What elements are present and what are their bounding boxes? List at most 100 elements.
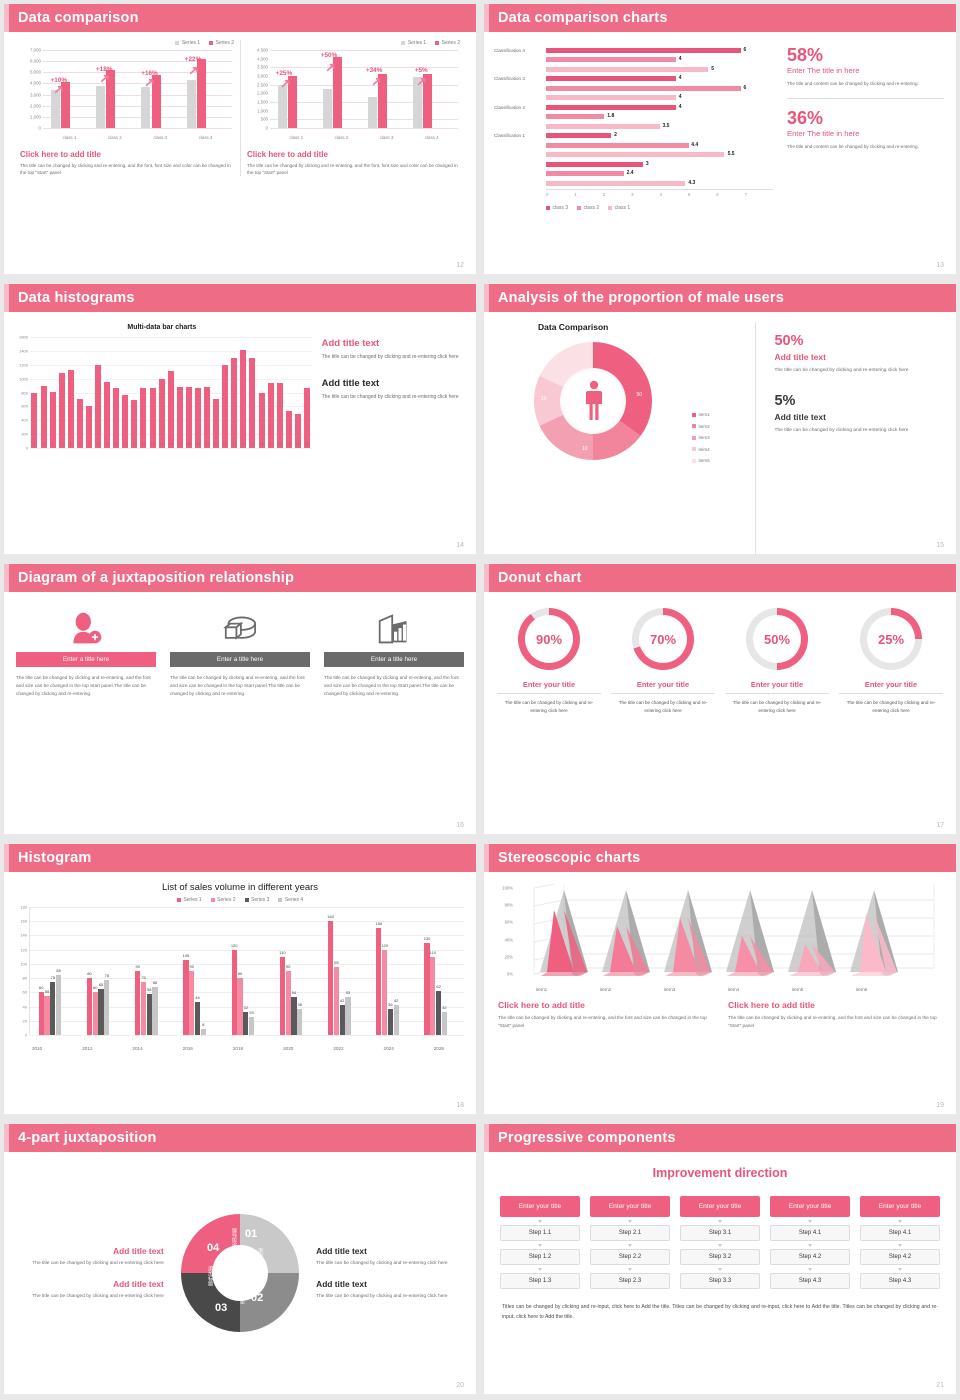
bar-value: 36	[297, 1002, 302, 1008]
caption-2: Click here to add title The title can be…	[728, 1000, 942, 1031]
bar-row: 5	[494, 65, 773, 74]
bar-value: 62	[436, 983, 441, 989]
histogram-bar	[31, 392, 38, 448]
growth-arrow-icon	[326, 63, 335, 72]
ring-item-4: 25% Enter your title The title can be ch…	[834, 608, 948, 715]
block-title: Add title text	[316, 1245, 367, 1256]
segment-number: 02	[250, 1292, 264, 1304]
bar: 130	[424, 936, 430, 1035]
column-header[interactable]: Enter your title	[500, 1196, 580, 1217]
bar: 62	[436, 984, 442, 1035]
plot-area: 60 55 75 85 80 60 65 78 90 75 58 68 105 90 46 8 120 80 32 2…	[29, 907, 464, 1036]
ring-desc: The title can be changed by clicking and…	[618, 700, 708, 713]
divider	[787, 97, 944, 99]
x-tick: 2012	[82, 1046, 93, 1051]
pct-annotation: +10%	[50, 76, 68, 84]
histogram-bar	[276, 382, 283, 448]
bar: 25	[248, 1010, 255, 1035]
column-desc: The title can be changed by clicking and…	[324, 675, 459, 697]
column-header[interactable]: Enter your title	[770, 1196, 850, 1217]
x-tick: 12	[132, 442, 137, 446]
step-box[interactable]: Step 1.1	[500, 1225, 580, 1241]
user-add-icon	[16, 606, 156, 652]
bar-value: 46	[195, 995, 200, 1001]
step-box[interactable]: Step 3.1	[680, 1225, 760, 1241]
bar-value: 105	[182, 953, 190, 959]
bar: 32	[243, 1005, 249, 1035]
cone-chart: 100% 80% 60% 40% 20% 0%	[494, 884, 940, 996]
step-box[interactable]: Step 4.1	[770, 1225, 850, 1241]
x-tick: 27	[268, 442, 273, 446]
bar-value: 42	[393, 998, 399, 1004]
bar: 110	[430, 950, 436, 1035]
step-box[interactable]: Step 4.2	[860, 1249, 940, 1265]
step-column-5: Enter your title Step 4.1 Step 4.2 Step …	[860, 1196, 940, 1289]
histogram-bar	[140, 387, 147, 448]
bar-value: 85	[56, 967, 61, 973]
column-title-button[interactable]: Enter a title here	[170, 652, 310, 667]
bar-row: 1.8	[494, 113, 773, 122]
step-box[interactable]: Step 4.3	[770, 1273, 850, 1289]
gridline	[30, 978, 464, 980]
page-title: Stereoscopic charts	[498, 850, 641, 866]
slide-histogram: Histogram List of sales volume in differ…	[4, 844, 476, 1114]
chart-legend: item1 item2 item3 item4 item5	[692, 412, 710, 463]
chart-title: Multi-data bar charts	[127, 324, 197, 331]
column-header[interactable]: Enter your title	[680, 1196, 760, 1217]
stat-block: 36% Enter The title in here The title an…	[787, 109, 944, 151]
step-box[interactable]: Step 2.1	[590, 1225, 670, 1241]
page-title: Data comparison charts	[498, 10, 668, 26]
y-axis: 100% 80% 60% 40% 20% 0%	[502, 885, 513, 977]
bar-value: 110	[279, 949, 286, 955]
gridline	[30, 1035, 464, 1036]
step-box[interactable]: Step 4.1	[860, 1225, 940, 1241]
bar-row: 3.5	[494, 122, 773, 131]
ring-desc: The title can be changed by clicking and…	[846, 700, 936, 713]
progress-ring: 50%	[746, 608, 808, 670]
slice-label: 50	[636, 392, 642, 398]
growth-arrow-icon	[145, 79, 154, 87]
x-tick: 20	[205, 442, 210, 446]
step-box[interactable]: Step 4.3	[860, 1273, 940, 1289]
growth-arrow-icon	[372, 77, 381, 86]
stat-number: 50%	[774, 333, 804, 349]
slide-header: 4-part juxtaposition	[4, 1124, 476, 1152]
bar-row: 2.4	[494, 170, 773, 179]
step-column-3: Enter your title Step 3.1 Step 3.2 Step …	[680, 1196, 760, 1289]
donut-panel: Data Comparison 50 10 10 item1	[492, 322, 757, 554]
slide-header: Data comparison charts	[484, 4, 956, 32]
bar-row: Classification 4 6	[494, 46, 747, 53]
segment-number: 03	[214, 1302, 228, 1314]
bar: 160	[327, 914, 334, 1035]
step-box[interactable]: Step 2.3	[590, 1273, 670, 1289]
column-title-button[interactable]: Enter a title here	[16, 652, 156, 667]
slide-juxtaposition-diagram: Diagram of a juxtaposition relationship …	[4, 564, 476, 834]
step-box[interactable]: Step 1.3	[500, 1273, 580, 1289]
step-box[interactable]: Step 1.2	[500, 1249, 580, 1265]
ring-value: 25%	[877, 631, 905, 647]
bar-group: 105 90 46 8	[183, 907, 206, 1035]
bar-value: 58	[147, 986, 152, 992]
slide-header: Data comparison	[4, 4, 476, 32]
x-tick: class 4	[198, 135, 213, 140]
step-box[interactable]: Step 3.2	[680, 1249, 760, 1265]
bar: 80	[237, 971, 243, 1035]
column-title-button[interactable]: Enter a title here	[324, 652, 464, 667]
pct-annotation: +18%	[95, 65, 113, 73]
category-label: Classification 4	[494, 47, 525, 53]
progress-ring: 25%	[860, 608, 922, 670]
slide-header: Donut chart	[484, 564, 956, 592]
step-box[interactable]: Step 3.3	[680, 1273, 760, 1289]
bar-value: 80	[237, 971, 243, 977]
page-number: 21	[936, 1382, 944, 1389]
slide-data-histograms: Data histograms Multi-data bar charts 16…	[4, 284, 476, 554]
column-header[interactable]: Enter your title	[590, 1196, 670, 1217]
step-box[interactable]: Step 4.2	[770, 1249, 850, 1265]
histogram-bar	[258, 392, 265, 448]
caption-title: Click here to add title	[20, 150, 101, 159]
x-tick: 2018	[232, 1046, 244, 1051]
bar-group: 150 120 36 42	[375, 907, 399, 1035]
slide-header: Diagram of a juxtaposition relationship	[4, 564, 476, 592]
column-header[interactable]: Enter your title	[860, 1196, 940, 1217]
step-box[interactable]: Step 2.2	[590, 1249, 670, 1265]
